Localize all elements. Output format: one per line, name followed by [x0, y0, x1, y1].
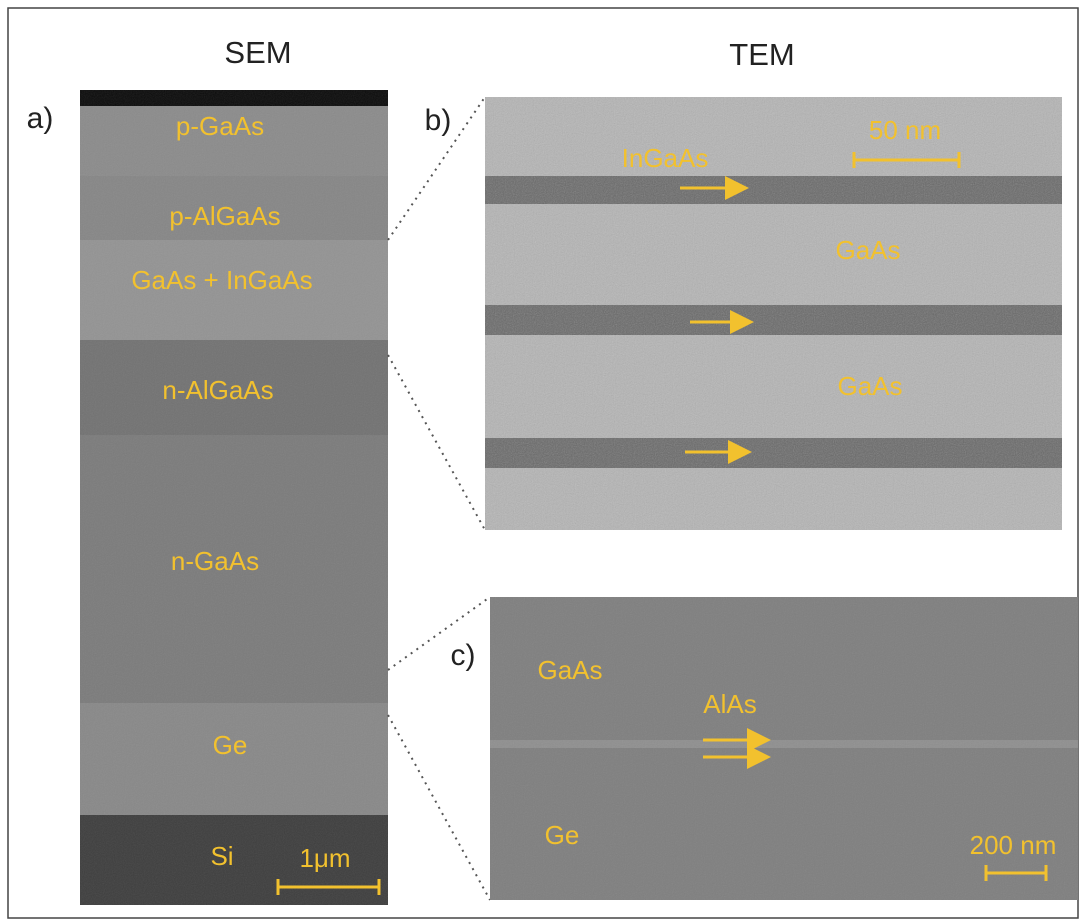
panel-c: c) GaAs AlAs Ge 200 nm [451, 597, 1079, 900]
annotation: GaAs [835, 235, 900, 265]
panel-b: b) InGaAs GaAs GaAs 50 nm [425, 97, 1062, 530]
figure: SEM TEM a) p-GaAs p-AlGaAs GaAs + InGaAs… [0, 0, 1085, 924]
layer-label: n-AlGaAs [162, 375, 273, 405]
scale-label: 1μm [299, 843, 350, 873]
annotation: GaAs [537, 655, 602, 685]
layer-label: p-AlGaAs [169, 201, 280, 231]
annotation: InGaAs [622, 143, 709, 173]
annotation: GaAs [837, 371, 902, 401]
panel-label: a) [27, 102, 54, 135]
layer-label: Ge [213, 730, 248, 760]
panel-label: c) [451, 639, 476, 672]
layer-label: GaAs + InGaAs [131, 265, 312, 295]
scale-label: 50 nm [869, 115, 941, 145]
header-tem: TEM [729, 37, 794, 72]
panel-a: a) p-GaAs p-AlGaAs GaAs + InGaAs n-AlGaA… [27, 90, 388, 905]
layer-label: n-GaAs [171, 546, 259, 576]
panel-label: b) [425, 104, 452, 137]
annotation: AlAs [703, 689, 756, 719]
header-sem: SEM [224, 35, 291, 70]
annotation: Ge [545, 820, 580, 850]
texture [485, 97, 1062, 530]
layer-label: Si [210, 841, 233, 871]
layer-label: p-GaAs [176, 111, 264, 141]
scale-label: 200 nm [970, 830, 1057, 860]
